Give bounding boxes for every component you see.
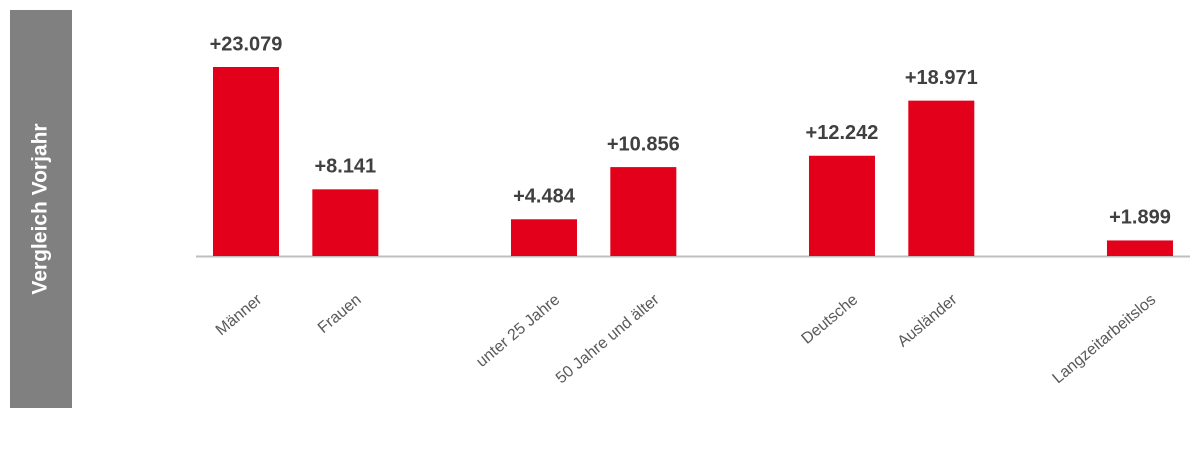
- x-tick-label: Ausländer: [894, 291, 961, 351]
- bar: [213, 67, 279, 256]
- bar: [610, 167, 677, 256]
- value-label: +8.141: [314, 156, 376, 178]
- side-label: Vergleich Vorjahr: [29, 123, 52, 294]
- x-tick-label: Frauen: [315, 291, 365, 337]
- x-tick-label: 50 Jahre und älter: [553, 291, 663, 387]
- value-label: +18.971: [905, 67, 978, 89]
- bar: [908, 100, 975, 256]
- bar: [1106, 240, 1173, 256]
- bar: [312, 189, 379, 256]
- value-label: +23.079: [210, 33, 283, 55]
- value-label: +12.242: [806, 122, 879, 144]
- x-tick-label: unter 25 Jahre: [473, 291, 563, 370]
- bar: [510, 219, 577, 256]
- value-label: +1.899: [1109, 207, 1171, 229]
- value-label: +4.484: [513, 186, 576, 208]
- x-tick-label: Männer: [213, 291, 266, 339]
- x-tick-label: Langzeitarbeitslos: [1050, 291, 1160, 387]
- x-tick-label: Deutsche: [799, 291, 862, 348]
- value-label: +10.856: [607, 133, 680, 155]
- bar: [808, 155, 875, 256]
- side-label-box: [10, 10, 72, 408]
